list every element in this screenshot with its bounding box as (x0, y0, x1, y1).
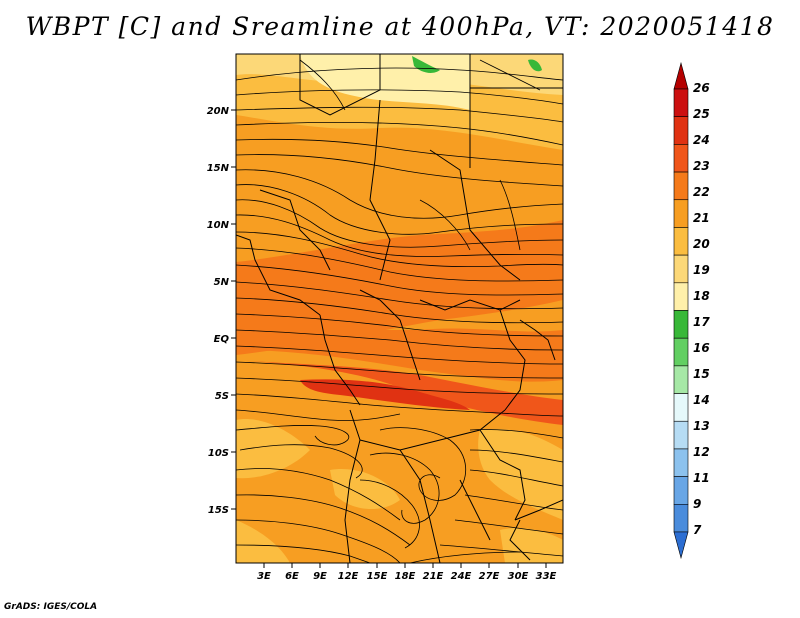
lat-label: 10S (208, 448, 229, 459)
colorbar-label: 23 (693, 159, 710, 173)
colorbar-swatch (673, 282, 689, 311)
lon-label: 30E (508, 571, 529, 582)
colorbar-label: 19 (693, 263, 710, 277)
colorbar-label: 21 (693, 211, 710, 225)
colorbar-label: 14 (693, 393, 710, 407)
colorbar-label: 15 (693, 367, 710, 381)
streamlines (236, 59, 563, 563)
colorbar-label: 22 (693, 185, 710, 199)
colorbar-label: 17 (693, 315, 710, 329)
colorbar-swatch (673, 61, 689, 90)
colorbar-label: 20 (693, 237, 710, 251)
colorbar-label: 7 (693, 523, 702, 537)
colorbar-label: 12 (693, 445, 710, 459)
lon-label: 33E (536, 571, 557, 582)
lon-label: 3E (257, 571, 271, 582)
lon-label: 15E (367, 571, 388, 582)
lon-label: 18E (395, 571, 416, 582)
colorbar-label: 26 (693, 81, 710, 95)
lon-label: 12E (338, 571, 359, 582)
lat-label: EQ (214, 334, 230, 345)
lat-axis: 20N 15N 10N 5N EQ 5S 10S 15S (207, 106, 236, 516)
colorbar-swatch (673, 365, 689, 394)
lon-label: 24E (451, 571, 472, 582)
colorbar-swatch (673, 144, 689, 173)
colorbar-label: 16 (693, 341, 710, 355)
lat-label: 20N (207, 106, 230, 117)
country-borders (236, 54, 563, 563)
colorbar-swatch (673, 531, 689, 560)
colorbar-swatch (673, 310, 689, 339)
colorbar-swatch (673, 171, 689, 201)
colorbar-swatch (673, 227, 689, 256)
lat-label: 15S (208, 505, 229, 516)
colorbar-label: 11 (693, 471, 710, 485)
lon-axis: 3E 6E 9E 12E 15E 18E 21E 24E 27E 30E 33E (257, 563, 557, 582)
chart-title: WBPT [C] and Sreamline at 400hPa, VT: 20… (25, 12, 775, 41)
colorbar-swatch (673, 448, 689, 477)
colorbar-swatch (673, 254, 689, 284)
map-frame (235, 53, 564, 564)
lat-label: 10N (207, 220, 230, 231)
lat-label: 15N (207, 163, 230, 174)
colorbar-swatch (673, 199, 689, 228)
colorbar-label: 13 (693, 419, 710, 433)
lat-label: 5S (215, 391, 229, 402)
colorbar-swatch (673, 420, 689, 450)
colorbar-label: 24 (693, 133, 710, 147)
lat-label: 5N (214, 277, 230, 288)
lon-label: 27E (479, 571, 500, 582)
lon-label: 6E (285, 571, 299, 582)
footer-credit: GrADS: IGES/COLA (4, 602, 98, 612)
colorbar-swatch (673, 504, 689, 533)
colorbar-swatch (673, 88, 689, 117)
colorbar-swatch (673, 476, 689, 505)
colorbar-swatch (673, 116, 689, 145)
colorbar-label: 25 (693, 107, 710, 121)
colorbar-swatch (673, 337, 689, 367)
colorbar-swatch (673, 393, 689, 422)
lon-label: 21E (423, 571, 444, 582)
colorbar: 26 25 24 23 22 21 20 19 18 17 16 15 14 13 12 11 9 7 (673, 61, 710, 560)
colorbar-label: 9 (693, 497, 701, 511)
colorbar-label: 18 (693, 289, 710, 303)
lon-label: 9E (313, 571, 327, 582)
